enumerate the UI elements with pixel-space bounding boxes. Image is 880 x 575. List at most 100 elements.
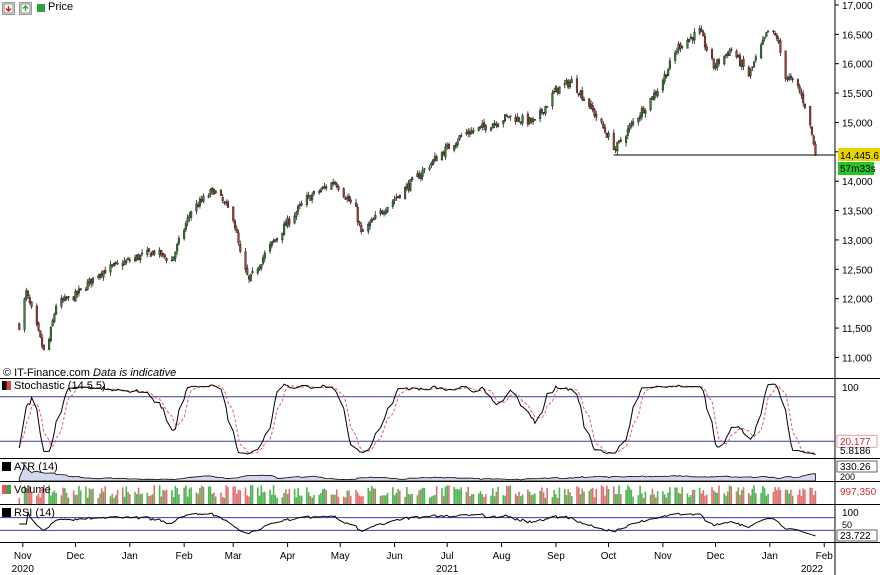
candle-body (544, 106, 547, 114)
candle-body (48, 339, 51, 350)
candle-body (788, 76, 791, 80)
volume-bar (344, 497, 347, 504)
volume-bar (200, 485, 203, 504)
volume-bar (246, 495, 249, 504)
volume-bar (349, 495, 352, 504)
candle-body (802, 93, 805, 104)
volume-bar (704, 495, 706, 504)
volume-bar (509, 485, 512, 504)
candle-body (698, 28, 701, 34)
candle-body (740, 60, 743, 68)
candle-body (109, 264, 112, 273)
volume-bar (202, 486, 205, 504)
candle-body (49, 327, 52, 342)
volume-bar (681, 487, 683, 504)
x-tick-label: Feb (816, 551, 834, 562)
stochastic-d-badge (836, 434, 878, 448)
volume-bar (702, 490, 705, 504)
volume-bar (518, 491, 520, 504)
volume-bar (397, 488, 399, 504)
volume-bar (718, 485, 720, 504)
volume-bar (74, 494, 77, 504)
candle-body (667, 69, 670, 77)
candle-body (639, 115, 642, 119)
candle-body (791, 78, 794, 81)
volume-bar (370, 485, 373, 504)
volume-bar (141, 493, 143, 504)
candle-body (177, 238, 180, 244)
volume-title: Volume (14, 484, 51, 496)
candle-body (211, 188, 214, 192)
volume-bar (151, 494, 154, 504)
candle-body (260, 264, 263, 269)
candle-body (247, 275, 251, 280)
candle-body (751, 66, 754, 69)
volume-bar (530, 495, 533, 504)
volume-bar (409, 494, 412, 504)
candle-body (361, 229, 365, 232)
candle-body (779, 40, 782, 53)
volume-bar (48, 485, 50, 504)
volume-bar (711, 486, 713, 504)
volume-bar (188, 488, 191, 504)
volume-bar (667, 492, 669, 504)
rsi-swatch (2, 508, 11, 517)
candle-body (803, 103, 806, 108)
candle-body (65, 296, 68, 300)
volume-bar (677, 493, 680, 504)
volume-bar (753, 485, 755, 504)
candle-body (453, 145, 456, 151)
candle-body (60, 298, 63, 307)
candle-body (358, 221, 361, 225)
y-tick-label: 11,000 (842, 353, 872, 364)
candle-body (588, 98, 591, 107)
candle-body (772, 30, 775, 33)
volume-bar (295, 497, 298, 504)
volume-bar (139, 494, 142, 504)
candle-body (716, 59, 719, 68)
volume-bar (39, 497, 42, 504)
volume-bar (751, 488, 754, 504)
candle-body (409, 179, 412, 192)
zoom-out-button[interactable] (2, 2, 15, 15)
candle-body (195, 203, 198, 212)
candle-body (249, 273, 252, 281)
candle-body (589, 103, 593, 109)
candle-body (747, 67, 750, 77)
candle-body (121, 263, 124, 267)
volume-bar (234, 485, 236, 504)
candle-body (186, 217, 189, 223)
stochastic-tick-100: 100 (842, 383, 859, 394)
volume-bar (260, 485, 263, 504)
volume-bar (285, 488, 287, 504)
volume-bar (404, 496, 406, 504)
atr-value-badge (836, 460, 878, 473)
candle-body (556, 87, 559, 94)
volume-bar (809, 487, 812, 504)
volume-bar (88, 488, 91, 504)
stochastic-title: Stochastic (14 5 5) (14, 380, 106, 392)
candle-body (628, 125, 631, 130)
candle-body (419, 174, 422, 179)
atr-swatch (2, 462, 11, 471)
candle-body (644, 109, 647, 114)
candle-body (502, 120, 505, 124)
x-tick-label: Jun (387, 551, 403, 562)
volume-bar (644, 491, 647, 504)
volume-bar (772, 491, 775, 504)
volume-bar (497, 486, 499, 504)
candle-body (691, 37, 694, 41)
candle-body (565, 80, 568, 83)
candle-body (112, 263, 116, 266)
candle-body (602, 123, 605, 129)
candle-body (619, 139, 622, 142)
volume-bar (223, 497, 226, 504)
volume-bar (321, 489, 324, 504)
volume-bar (123, 496, 126, 504)
candle-body (693, 31, 696, 41)
volume-bar (146, 492, 149, 504)
zoom-in-button[interactable] (19, 2, 32, 15)
volume-bar (383, 495, 385, 504)
volume-bar (504, 495, 506, 504)
